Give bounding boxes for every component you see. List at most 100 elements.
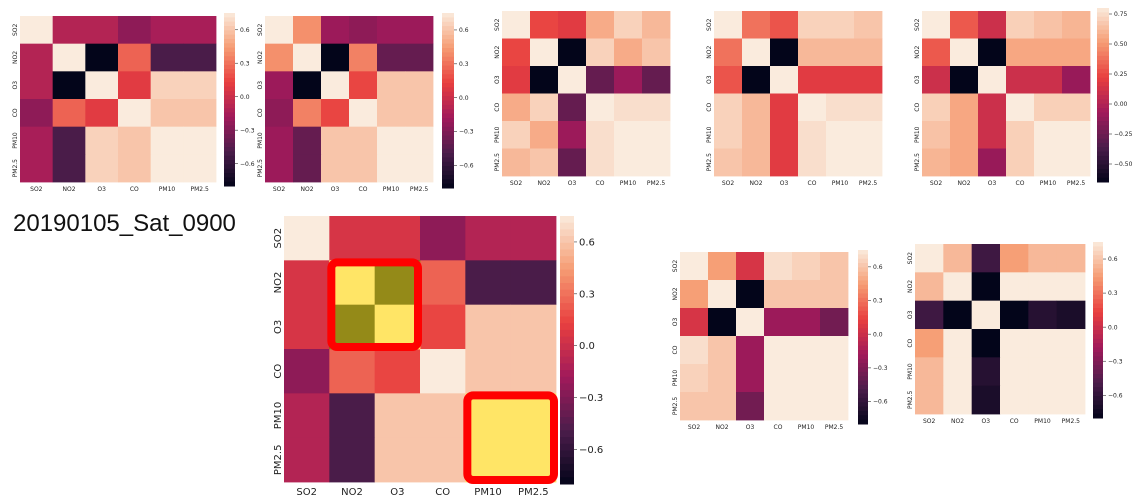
colorbar-segment	[1097, 155, 1109, 161]
y-tick-label: NO2	[914, 46, 921, 59]
heatmap-cell	[52, 154, 86, 183]
heatmap-cell	[329, 216, 376, 261]
heatmap-cell	[798, 148, 827, 177]
heatmap-cell	[642, 121, 671, 149]
heatmap-cell	[118, 71, 152, 100]
colorbar-segment	[858, 332, 868, 338]
colorbar-segment	[858, 258, 868, 264]
x-tick-label: PM2.5	[647, 180, 666, 187]
heatmap-cell	[374, 216, 421, 261]
colorbar-segment	[858, 323, 868, 329]
highlight-cell	[510, 437, 557, 483]
heatmap-cell	[770, 93, 799, 122]
heatmap-cell	[558, 38, 587, 67]
heatmap-cell	[764, 392, 793, 421]
colorbar-segment	[442, 83, 454, 88]
y-tick-label: O3	[494, 75, 501, 84]
heatmap-cell	[854, 38, 883, 67]
colorbar-tick-label: 0.6	[579, 237, 595, 248]
colorbar-tick-label: 0.6	[240, 27, 250, 34]
colorbar-segment	[1093, 387, 1103, 393]
heatmap-cell	[742, 121, 771, 149]
x-tick-label: NO2	[715, 424, 728, 431]
colorbar-tick-label: 0.3	[579, 289, 595, 300]
heatmap-cell	[349, 126, 378, 155]
colorbar-segment	[1093, 330, 1103, 335]
heatmap-cell	[284, 437, 330, 483]
x-tick-label: SO2	[930, 180, 943, 187]
y-tick-label: O3	[914, 75, 921, 84]
heatmap-cell	[950, 11, 979, 39]
colorbar-segment	[1093, 303, 1103, 309]
colorbar-segment	[442, 113, 454, 119]
y-tick-label: NO2	[273, 272, 284, 294]
colorbar-segment	[224, 99, 235, 105]
colorbar-segment	[442, 78, 454, 84]
colorbar-segment	[442, 34, 454, 40]
heatmap-cell	[792, 280, 821, 309]
y-tick-label: NO2	[257, 51, 264, 64]
heatmap-cell	[420, 349, 466, 394]
colorbar-segment	[442, 96, 454, 102]
colorbar-segment	[224, 25, 235, 31]
colorbar-segment	[858, 280, 868, 286]
colorbar-segment	[560, 430, 574, 438]
colorbar-segment	[224, 112, 235, 118]
heatmap-cell	[642, 93, 671, 122]
colorbar-segment	[1093, 281, 1103, 287]
y-tick-label: PM2.5	[12, 159, 19, 178]
x-tick-label: PM10	[1040, 180, 1057, 187]
heatmap-cell	[950, 66, 979, 94]
colorbar-segment	[858, 393, 868, 399]
heatmap-cell	[922, 93, 951, 122]
heatmap-cell	[764, 308, 793, 337]
heatmap-small-4: SO2 SO2 NO2 NO2 O3 O3 CO CO PM10 PM10 PM2.5 PM2.5	[706, 11, 883, 187]
heatmap-cell	[971, 300, 1001, 330]
colorbar-segment	[442, 144, 454, 150]
y-tick-label: NO2	[494, 46, 501, 59]
heatmap-small-6: SO2 SO2 NO2 NO2 O3 O3 CO CO PM10 PM10 PM2.5 PM2.5 0.…	[672, 250, 888, 431]
colorbar-segment	[442, 100, 454, 106]
heatmap-cell	[854, 148, 883, 177]
colorbar-segment	[224, 30, 235, 36]
y-tick-label: O3	[12, 81, 19, 90]
heatmap-cell	[420, 260, 466, 306]
heatmap-cell	[118, 43, 152, 72]
colorbar-segment	[858, 389, 868, 395]
heatmap-cell	[792, 252, 821, 281]
x-tick-label: SO2	[296, 487, 317, 498]
heatmap-cell	[558, 121, 587, 149]
heatmap-cell	[150, 154, 184, 183]
colorbar-segment	[442, 122, 454, 128]
x-tick-label: PM2.5	[1062, 418, 1081, 425]
heatmap-cell	[978, 121, 1007, 149]
heatmap-cell	[764, 364, 793, 393]
heatmap-main: SO2 SO2 NO2 NO2 O3 O3 CO CO PM10 PM10 PM2.5 PM2.5 0.…	[273, 216, 603, 498]
colorbar-segment	[224, 181, 235, 187]
colorbar-segment	[858, 367, 868, 373]
colorbar-segment	[442, 157, 454, 163]
heatmap-cell	[764, 252, 793, 281]
heatmap-cell	[736, 252, 765, 281]
colorbar-segment	[858, 293, 868, 299]
heatmap-cell	[826, 121, 855, 149]
heatmap-cell	[915, 357, 944, 387]
colorbar-segment	[442, 52, 454, 58]
heatmap-cell	[502, 93, 531, 122]
x-tick-label: PM10	[798, 424, 815, 431]
heatmap-cell	[770, 148, 799, 177]
heatmap-cell	[530, 148, 559, 177]
y-tick-label: PM10	[494, 126, 501, 143]
highlight-box	[463, 391, 558, 484]
colorbar-segment	[1097, 25, 1109, 31]
heatmap-cell	[150, 126, 184, 155]
heatmap-cell	[1056, 329, 1086, 358]
colorbar-segment	[858, 315, 868, 321]
y-tick-label: NO2	[12, 51, 19, 64]
heatmap-cell	[558, 11, 587, 39]
heatmap-cell	[405, 126, 434, 155]
colorbar-segment	[442, 56, 454, 62]
heatmap-cell	[293, 126, 322, 155]
y-tick-label: SO2	[12, 23, 19, 36]
heatmap-cell	[405, 71, 434, 100]
